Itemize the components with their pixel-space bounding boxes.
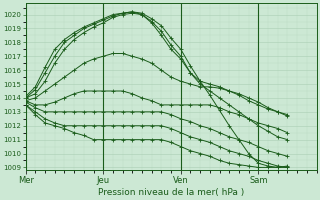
X-axis label: Pression niveau de la mer( hPa ): Pression niveau de la mer( hPa ) [98,188,244,197]
